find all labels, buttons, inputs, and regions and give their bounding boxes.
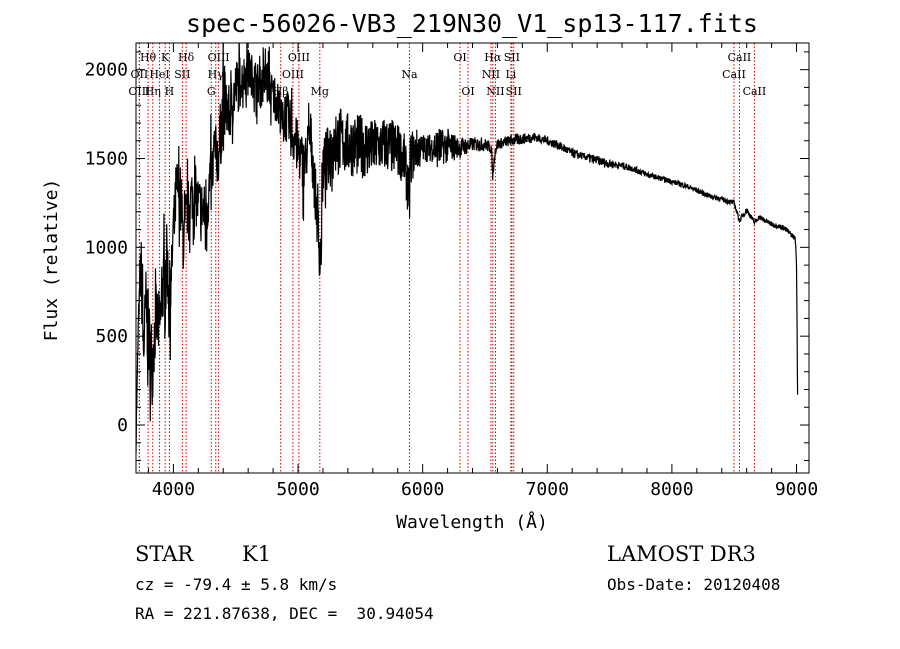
y-tick-label: 1000: [85, 237, 128, 258]
coordinates-readout: RA = 221.87638, DEC = 30.94054: [135, 604, 434, 623]
x-tick-label: 9000: [775, 479, 818, 500]
x-tick-label: 6000: [401, 479, 444, 500]
spectral-line-label: CaII: [728, 51, 752, 64]
spectral-line-label: H: [165, 85, 175, 98]
x-tick-label: 4000: [152, 479, 195, 500]
spectral-line-label: OI: [461, 85, 474, 98]
chart-title: spec-56026-VB3_219N30_V1_sp13-117.fits: [186, 9, 758, 38]
spectral-line-label: Hγ: [208, 68, 225, 81]
spectral-line-label: K: [161, 51, 170, 64]
x-axis-title: Wavelength (Å): [396, 511, 548, 533]
object-subclass: K1: [242, 542, 271, 566]
spectral-line-label: Hα: [484, 51, 502, 64]
x-tick-label: 7000: [526, 479, 569, 500]
y-axis-ticks: 0 500 1000 1500 2000: [85, 51, 809, 462]
spectral-line-label: SII: [506, 85, 522, 98]
y-tick-label: 0: [117, 415, 128, 436]
spectral-line-label: G: [207, 85, 216, 98]
observation-date: Obs-Date: 20120408: [607, 575, 780, 594]
spectral-line-label: SII: [504, 51, 520, 64]
object-class: STAR: [135, 542, 194, 566]
spectral-line-label: OIII: [208, 51, 230, 64]
spectral-line-label: OI: [453, 51, 466, 64]
y-tick-label: 2000: [85, 60, 128, 81]
spectral-line-label: Na: [401, 68, 418, 81]
y-axis-title: Flux (relative): [41, 179, 62, 342]
y-tick-label: 500: [95, 326, 128, 347]
spectral-line-label: Hδ: [178, 51, 195, 64]
spectral-line-label: OIII: [288, 51, 310, 64]
survey-name: LAMOST DR3: [607, 542, 756, 566]
spectral-line-label: CaII: [722, 68, 746, 81]
spectral-line-label: SII: [174, 68, 190, 81]
spectral-line-label: HeI: [149, 68, 169, 81]
spectral-line-label: Hβ: [273, 85, 289, 98]
spectral-line-label: NII: [486, 85, 504, 98]
redshift-readout: cz = -79.4 ± 5.8 km/s: [135, 575, 337, 594]
spectral-line-label: Hθ: [140, 51, 157, 64]
plot-frame: [135, 42, 810, 474]
x-axis-ticks: 4000 5000 6000 7000 8000 9000: [147, 43, 818, 500]
spectral-line-label: CaII: [743, 85, 767, 98]
spectral-line-label: NII: [482, 68, 500, 81]
x-tick-label: 5000: [276, 479, 319, 500]
x-tick-label: 8000: [650, 479, 693, 500]
spectrum-line: [136, 43, 799, 455]
spectral-line-label: Mg: [311, 85, 329, 98]
spectral-line-label: Hη: [145, 85, 161, 98]
y-tick-label: 1500: [85, 148, 128, 169]
spectral-line-label: OIII: [282, 68, 304, 81]
spectral-line-label: OII: [131, 68, 149, 81]
spectral-line-label: OIII: [128, 85, 150, 98]
spectral-line-label: Li: [505, 68, 516, 81]
